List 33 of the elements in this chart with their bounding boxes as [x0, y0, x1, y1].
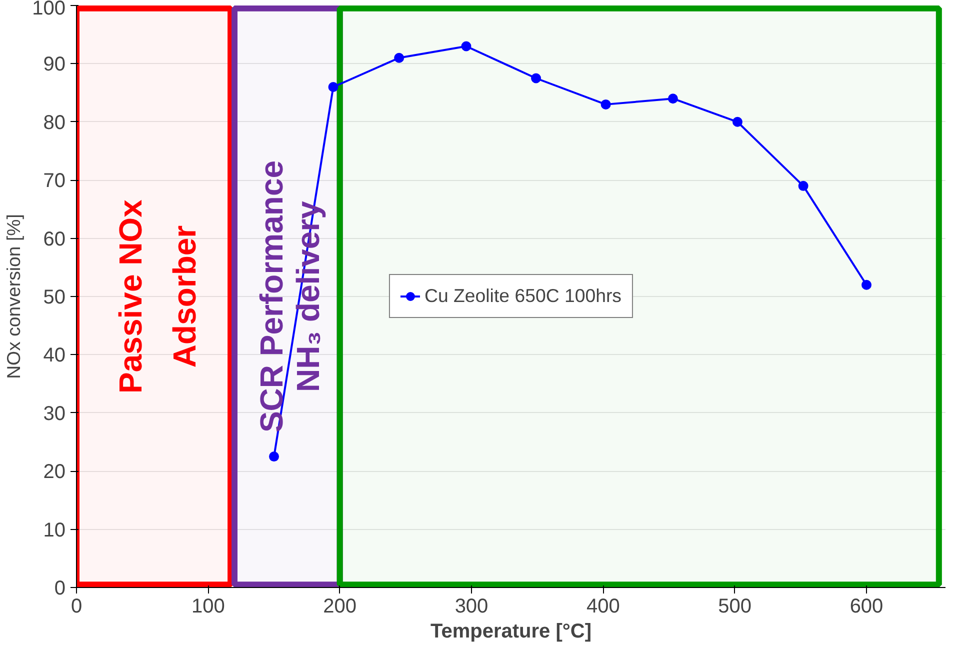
y-tick-label: 40: [43, 344, 66, 367]
point: [269, 452, 279, 462]
x-tick-label: 400: [586, 596, 620, 618]
y-tick-label: 0: [54, 578, 66, 600]
point: [461, 41, 472, 52]
x-tick-label: 500: [718, 596, 752, 618]
x-tick-label: 600: [850, 596, 884, 618]
point: [394, 52, 404, 63]
y-tick-label: 70: [43, 170, 66, 192]
point: [600, 99, 611, 110]
y-tick-label: 20: [43, 461, 66, 484]
y-tick-label: 50: [43, 286, 66, 308]
x-tick-label: 300: [454, 596, 488, 618]
y-tick-label: 30: [43, 402, 66, 425]
point: [531, 73, 542, 84]
point: [668, 94, 678, 104]
y-tick-label: 90: [43, 54, 66, 76]
point: [328, 82, 338, 92]
y-axis-title: NOx conversion [%]: [3, 214, 24, 379]
band-label: SCR Performance NH₃ delivery: [253, 160, 326, 433]
point: [862, 280, 872, 290]
point: [798, 180, 808, 191]
x-tick-label: 200: [323, 596, 357, 618]
x-axis-title: Temperature [°C]: [430, 620, 592, 642]
band-label: Passive NOx Adsorber: [112, 199, 202, 394]
y-tick-label: 80: [43, 112, 66, 134]
y-tick-label: 10: [43, 519, 66, 542]
point: [732, 116, 742, 127]
y-tick-label: 100: [32, 0, 66, 20]
y-tick-label: 60: [43, 228, 66, 250]
x-tick-label: 100: [191, 596, 225, 618]
x-tick-label: 0: [70, 596, 82, 618]
legend-label: Cu Zeolite 650C 100hrs: [424, 285, 622, 307]
